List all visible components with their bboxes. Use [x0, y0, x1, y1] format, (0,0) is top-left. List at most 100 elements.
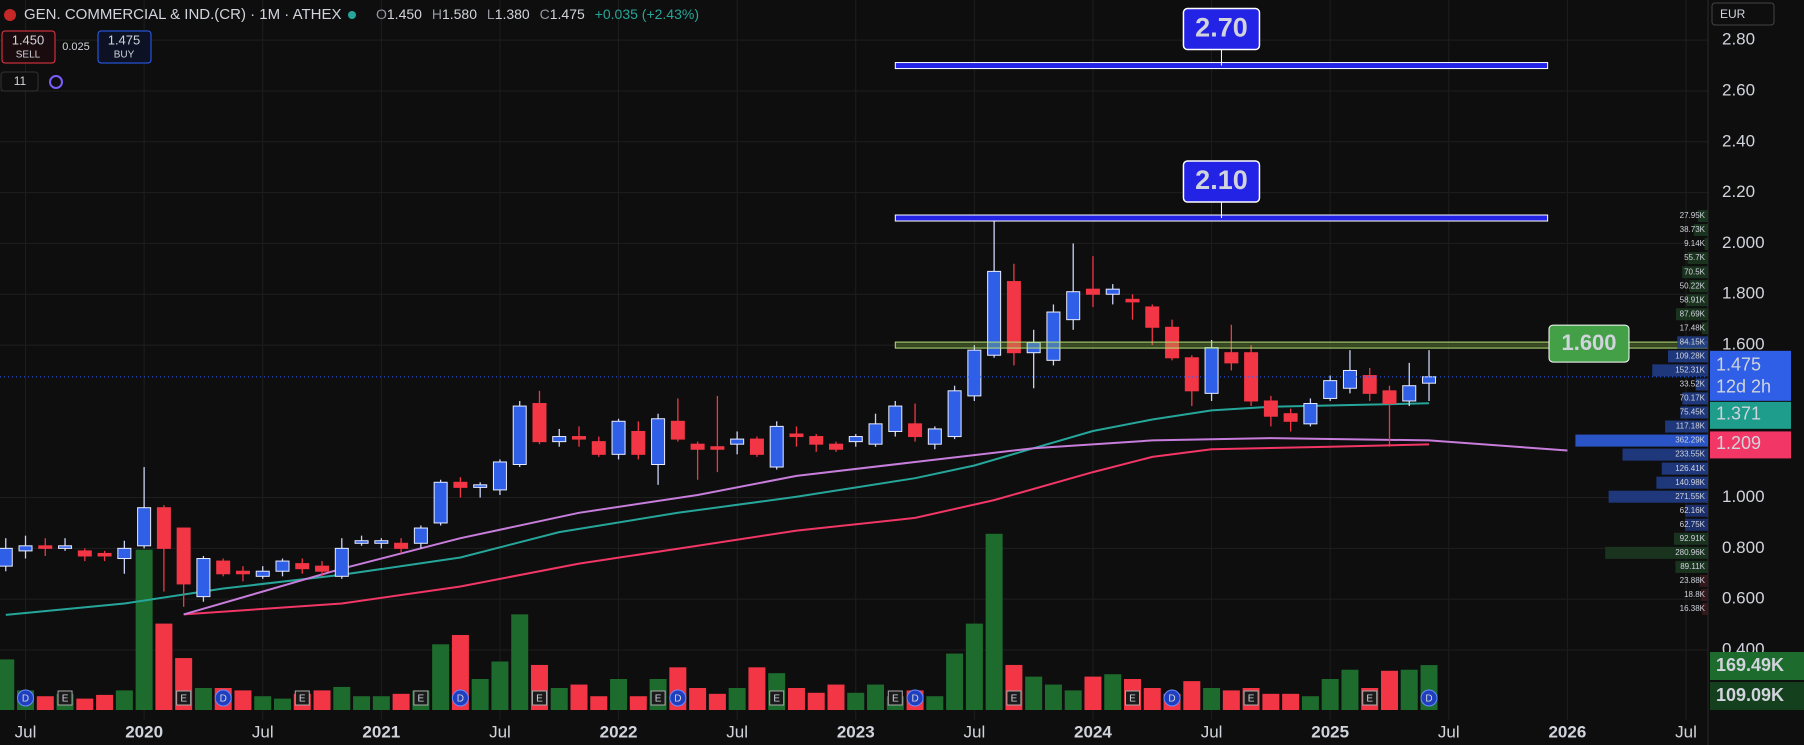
candle-body	[1263, 400, 1278, 417]
currency-box[interactable]	[1711, 2, 1775, 26]
profile-bar	[1665, 420, 1708, 433]
profile-label: 18.8K	[1684, 590, 1706, 599]
status-dot	[348, 11, 356, 19]
volume-bar	[827, 684, 845, 710]
profile-bar	[1695, 378, 1708, 391]
profile-bar	[1675, 308, 1708, 321]
candle-body	[156, 507, 171, 549]
candle-body	[1145, 306, 1160, 328]
candle-body	[176, 527, 191, 585]
earnings-marker	[1006, 690, 1022, 706]
sell-label[interactable]: SELL	[16, 50, 41, 61]
profile-bar	[1673, 532, 1708, 545]
ma-badge	[1710, 401, 1791, 429]
ohlc-key: C	[540, 6, 550, 22]
candle-body	[334, 547, 349, 577]
candle-body	[97, 552, 112, 557]
volume-bar	[985, 533, 1003, 710]
sell-price[interactable]: 1.450	[12, 32, 45, 47]
level-box	[1548, 324, 1630, 363]
candle-body	[1046, 311, 1061, 361]
volume-bar	[471, 678, 489, 710]
volume-bar	[273, 698, 291, 710]
buy-price[interactable]: 1.475	[108, 32, 141, 47]
volume-bar	[728, 688, 746, 710]
dividend-marker	[669, 689, 687, 707]
candle-body	[670, 420, 685, 440]
event-label: E	[1248, 694, 1255, 705]
profile-label: 50.22K	[1680, 281, 1706, 290]
volume-bar	[353, 696, 371, 710]
candle-body	[1382, 390, 1397, 405]
profile-label: 92.91K	[1680, 534, 1706, 543]
candle-body	[967, 349, 982, 397]
moving-average	[183, 443, 1430, 616]
profile-label: 117.18K	[1676, 422, 1706, 431]
profile-bar	[1575, 434, 1708, 447]
candle-body	[18, 545, 33, 552]
volume-badge-label: 169.49K	[1716, 655, 1784, 675]
ohlc-key: L	[487, 6, 495, 22]
profile-bar	[1675, 560, 1708, 573]
candle-body	[1085, 288, 1100, 295]
price-badge-label: 1.475	[1716, 355, 1761, 375]
x-tick-label: 2024	[1074, 722, 1112, 741]
profile-label: 62.75K	[1680, 520, 1706, 529]
buy-label[interactable]: BUY	[114, 50, 135, 61]
volume-ma-badge-label: 109.09K	[1716, 685, 1784, 705]
profile-bar	[1652, 364, 1708, 377]
volume-bar	[372, 696, 390, 710]
candle-body	[492, 461, 507, 491]
volume-bar	[1183, 681, 1201, 710]
candle-body	[413, 527, 428, 544]
level-box	[1182, 7, 1261, 51]
level-label: 1.600	[1561, 330, 1616, 355]
profile-label: 280.96K	[1675, 548, 1705, 557]
level-label: 2.70	[1195, 13, 1248, 43]
candle-body	[552, 436, 567, 443]
refresh-icon[interactable]	[49, 75, 63, 89]
x-tick-label: 2022	[600, 722, 638, 741]
dividend-marker	[1163, 689, 1181, 707]
indicator-toggle[interactable]	[0, 71, 39, 92]
profile-label: 17.48K	[1680, 323, 1706, 332]
candle-body	[710, 446, 725, 450]
indicator-count[interactable]: 11	[14, 74, 27, 88]
symbol: GEN. COMMERCIAL & IND.(CR) · 1M · ATHEX	[24, 6, 342, 23]
y-tick-label: 1.000	[1722, 487, 1765, 506]
earnings-marker	[887, 690, 903, 706]
profile-label: 89.11K	[1680, 562, 1705, 571]
candle-body	[690, 443, 705, 450]
volume-bar	[96, 694, 114, 710]
earnings-marker	[413, 690, 429, 706]
sell-button[interactable]	[1, 30, 56, 64]
event-label: E	[655, 694, 662, 705]
change: +0.035 (+2.43%)	[595, 6, 699, 22]
moving-average	[183, 437, 1568, 616]
currency[interactable]: EUR	[1720, 7, 1746, 21]
profile-label: 9.14K	[1684, 239, 1706, 248]
x-tick-label: Jul	[489, 722, 511, 741]
earnings-marker	[57, 690, 73, 706]
candle-body	[1105, 288, 1120, 295]
volume-bar	[1104, 674, 1122, 710]
candle-body	[591, 441, 606, 455]
volume-bar	[1222, 690, 1240, 710]
event-label: D	[22, 694, 29, 705]
buy-button[interactable]	[97, 30, 152, 64]
profile-bar	[1605, 546, 1708, 559]
profile-bar	[1656, 476, 1708, 489]
x-tick-label: Jul	[1201, 722, 1223, 741]
profile-label: 271.55K	[1675, 492, 1705, 501]
candle-body	[433, 481, 448, 524]
event-label: E	[773, 694, 780, 705]
candle-body	[1224, 352, 1239, 364]
profile-label: 70.5K	[1684, 267, 1706, 276]
dividend-marker	[451, 689, 469, 707]
y-tick-label: 0.600	[1722, 589, 1765, 608]
candle-body	[473, 484, 488, 488]
candle-body	[868, 423, 883, 445]
volume-bar	[1380, 670, 1398, 710]
volume-bar	[1044, 684, 1062, 710]
